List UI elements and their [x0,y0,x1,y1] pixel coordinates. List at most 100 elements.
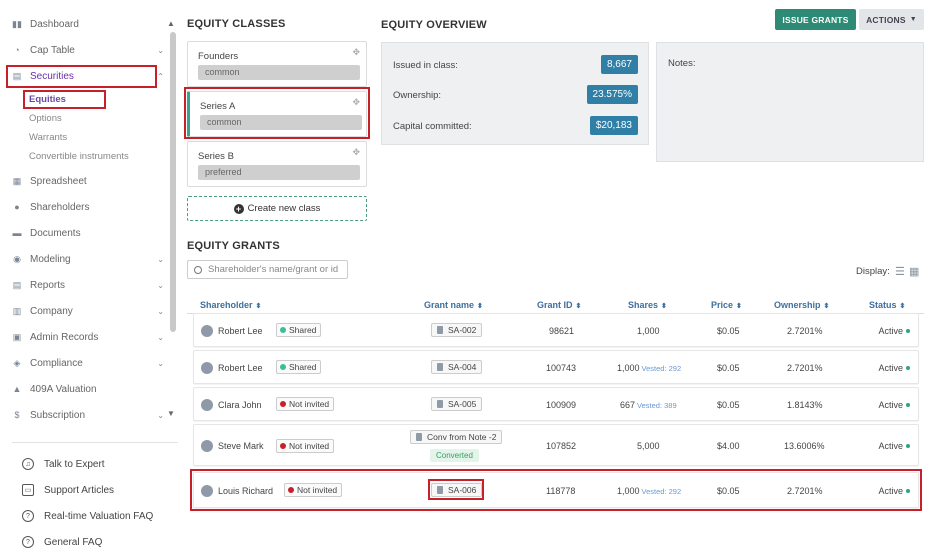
search-input[interactable]: Shareholder's name/grant or id [187,260,348,279]
help-label: Real-time Valuation FAQ [44,510,154,522]
status-label: Active [878,441,903,451]
shares: 5,000 [637,441,660,451]
header-label: Ownership [774,300,821,310]
status-badge: Shared [276,323,322,337]
issue-grants-button[interactable]: ISSUE GRANTS [775,9,856,30]
sidebar-item-dashboard[interactable]: ▮▮ Dashboard [12,14,168,34]
grant-tag[interactable]: SA-004 [431,360,483,374]
sidebar-item-cap-table[interactable]: ◔ Cap Table ⌄ [12,40,168,60]
capital-value: $20,183 [589,116,638,135]
help-valuation-faq[interactable]: ? Real-time Valuation FAQ [22,510,153,522]
class-card-founders[interactable]: Founders common ✥ [187,41,367,87]
sub-item-warrants[interactable]: Warrants [29,132,68,143]
scroll-down-icon[interactable]: ▼ [167,409,175,418]
table-row[interactable]: Robert Lee Shared SA-002 98621 1,000 $0.… [193,313,919,347]
dashboard-icon: ▮▮ [12,18,22,29]
drag-handle-icon[interactable]: ✥ [352,97,360,107]
sidebar-item-409a[interactable]: ▲ 409A Valuation [12,379,168,399]
grant-name: SA-005 [448,399,477,409]
badge-dot [280,401,286,407]
sidebar-item-company[interactable]: ▥ Company ⌄ [12,301,168,321]
header-ownership[interactable]: Ownership ⬍ [774,300,829,310]
shares-value: 1,000 [617,486,640,496]
issued-label: Issued in class: [393,60,458,71]
sidebar-item-label: Company [30,305,73,317]
header-price[interactable]: Price ⬍ [711,300,742,310]
help-talk-to-expert[interactable]: ♫ Talk to Expert [22,458,105,470]
highlight-grant-sa006 [428,479,484,500]
class-card-series-b[interactable]: Series B preferred ✥ [187,141,367,187]
status-dot [906,444,910,448]
help-support-articles[interactable]: ▭ Support Articles [22,484,114,496]
notes-panel[interactable]: Notes: [656,42,924,162]
shareholder-name: Louis Richard [218,486,274,496]
grant-tag[interactable]: SA-005 [431,397,483,411]
grid-view-icon[interactable]: ▦ [909,266,920,278]
drag-handle-icon[interactable]: ✥ [352,147,360,157]
sidebar-item-compliance[interactable]: ◈ Compliance ⌄ [12,353,168,373]
grant-id: 100743 [546,363,577,373]
help-general-faq[interactable]: ? General FAQ [22,536,102,548]
class-type: common [198,65,360,80]
header-grant-name[interactable]: Grant name ⬍ [424,300,483,310]
grant-tag[interactable]: Conv from Note -2 [410,430,503,444]
badge-label: Not invited [289,441,330,451]
status-label: Active [878,326,903,336]
scroll-up-icon[interactable]: ▲ [167,19,175,28]
header-status[interactable]: Status ⬍ [869,300,905,310]
sub-item-convertible[interactable]: Convertible instruments [29,151,129,162]
converted-badge: Converted [430,449,479,462]
highlight-equities [23,90,106,109]
drag-handle-icon[interactable]: ✥ [352,47,360,57]
shares-value: 667 [620,400,636,410]
sidebar-item-documents[interactable]: ▬ Documents [12,223,168,243]
shield-icon: ◈ [13,357,21,368]
table-row[interactable]: Steve Mark Not invited Conv from Note -2… [193,424,919,466]
sub-item-equities[interactable]: Equities [29,94,66,105]
sort-icon: ⬍ [899,303,906,310]
sidebar-item-securities[interactable]: ▤ Securities ⌃ [12,66,168,86]
grant-tag[interactable]: SA-006 [431,483,483,497]
sub-item-options[interactable]: Options [29,113,62,124]
grant-id: 107852 [546,441,577,451]
sort-icon: ⬍ [255,303,262,310]
actions-button[interactable]: ACTIONS ▼ [859,9,924,30]
sidebar-scrollbar[interactable] [170,32,176,332]
create-class-button[interactable]: + Create new class [187,196,367,221]
grant-tag[interactable]: SA-002 [431,323,483,337]
avatar-icon [201,440,213,452]
lightbulb-icon: ◉ [13,253,21,264]
capital-label: Capital committed: [393,121,472,132]
sidebar-item-label: Shareholders [30,201,90,213]
badge-label: Shared [289,362,317,372]
table-row[interactable]: Louis Richard Not invited SA-006 118778 … [193,472,919,508]
class-name: Series B [198,151,234,162]
sidebar-item-admin-records[interactable]: ▣ Admin Records ⌄ [12,327,168,347]
ownership-label: Ownership: [393,90,442,101]
sidebar-item-label: 409A Valuation [30,383,97,395]
sidebar-item-reports[interactable]: ▤ Reports ⌄ [12,275,168,295]
class-name: Series A [200,101,236,112]
sidebar-item-spreadsheet[interactable]: ▦ Spreadsheet [12,171,168,191]
document-icon [437,486,443,494]
shares: 667 Vested: 389 [620,400,677,410]
price: $4.00 [717,441,740,451]
valuation-icon: ▲ [12,384,22,394]
list-view-icon[interactable]: ☰ [895,266,905,278]
sidebar-item-subscription[interactable]: $ Subscription ⌄ [12,405,168,425]
header-shareholder[interactable]: Shareholder ⬍ [200,300,261,310]
header-grant-id[interactable]: Grant ID ⬍ [537,300,581,310]
building-icon: ▥ [12,305,22,316]
price: $0.05 [717,486,740,496]
shareholder-name: Robert Lee [218,363,263,373]
header-label: Shareholder [200,300,253,310]
header-label: Grant ID [537,300,573,310]
sidebar-item-modeling[interactable]: ◉ Modeling ⌄ [12,249,168,269]
table-row[interactable]: Clara John Not invited SA-005 100909 667… [193,387,919,421]
header-shares[interactable]: Shares ⬍ [628,300,667,310]
sidebar-item-shareholders[interactable]: ● Shareholders [12,197,168,217]
sort-icon: ⬍ [736,303,742,310]
shareholder-name: Steve Mark [218,441,264,451]
table-row[interactable]: Robert Lee Shared SA-004 100743 1,000 Ves… [193,350,919,384]
class-card-series-a[interactable]: Series A common ✥ [187,91,367,137]
